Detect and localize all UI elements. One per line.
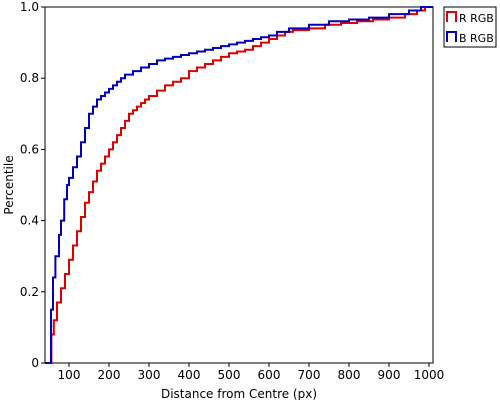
y-tick-label: 1.0: [20, 0, 39, 14]
x-tick-label: 300: [138, 368, 161, 382]
y-tick-label: 0.2: [20, 285, 39, 299]
x-axis: 100 200 300 400 500 600 700 800 900 1000: [58, 363, 445, 382]
legend-item-b-rgb: B RGB: [446, 31, 494, 45]
y-tick-label: 0: [31, 356, 39, 370]
x-tick-label: 500: [218, 368, 241, 382]
x-tick-label: 200: [98, 368, 121, 382]
x-tick-label: 900: [378, 368, 401, 382]
y-tick-label: 0.4: [20, 214, 39, 228]
y-axis: 0 0.2 0.4 0.6 0.8 1.0: [20, 0, 45, 370]
x-tick-label: 100: [58, 368, 81, 382]
legend: R RGB B RGB: [443, 6, 497, 48]
legend-item-r-rgb: R RGB: [446, 11, 494, 25]
x-tick-label: 600: [258, 368, 281, 382]
y-tick-label: 0.6: [20, 142, 39, 156]
x-tick-label: 800: [338, 368, 361, 382]
x-tick-label: 1000: [414, 368, 445, 382]
legend-swatch-r-rgb: [446, 11, 457, 22]
series-line-b-rgb: [45, 6, 433, 364]
x-tick-label: 700: [298, 368, 321, 382]
legend-box: [443, 6, 497, 48]
y-axis-title: Percentile: [2, 155, 16, 214]
series-line-r-rgb: [45, 6, 433, 364]
y-tick-label: 0.8: [20, 71, 39, 85]
series-layer: [45, 6, 433, 364]
legend-label-r-rgb: R RGB: [459, 12, 494, 25]
plot-area: [44, 6, 434, 364]
legend-label-b-rgb: B RGB: [459, 32, 494, 45]
x-tick-label: 400: [178, 368, 201, 382]
x-axis-title: Distance from Centre (px): [161, 387, 317, 400]
legend-swatch-b-rgb: [446, 31, 457, 42]
